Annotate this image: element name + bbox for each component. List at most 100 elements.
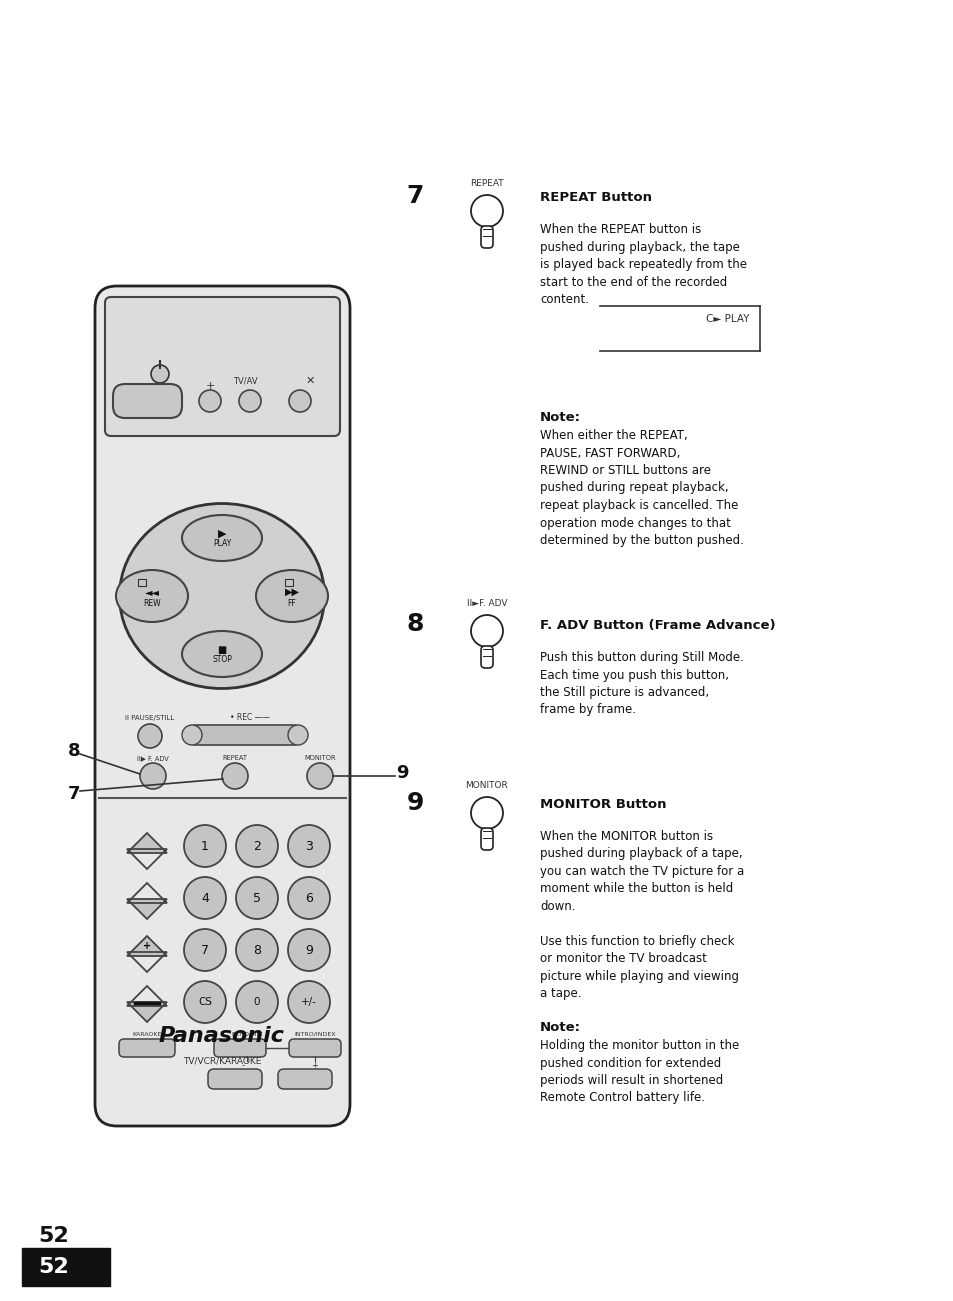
Circle shape [239,390,261,412]
Text: F. ADV Button (Frame Advance): F. ADV Button (Frame Advance) [539,619,775,632]
Circle shape [288,981,330,1023]
FancyBboxPatch shape [277,1069,332,1089]
Text: REPEAT: REPEAT [470,178,503,187]
Text: 9: 9 [395,764,408,782]
Polygon shape [127,833,167,853]
Circle shape [184,825,226,866]
Text: • REC ——: • REC —— [230,713,270,722]
Text: 9: 9 [406,791,423,814]
FancyBboxPatch shape [480,827,493,850]
Text: 5: 5 [253,891,261,904]
Bar [138,579,146,585]
Text: +/-: +/- [301,997,316,1007]
Text: Note:: Note: [539,411,580,424]
Text: ECHO/MIC: ECHO/MIC [231,1032,263,1037]
Text: 8: 8 [68,742,80,760]
FancyBboxPatch shape [189,725,301,745]
Text: 1: 1 [201,839,209,852]
Text: 0: 0 [253,997,260,1007]
Text: 8: 8 [253,943,261,956]
FancyBboxPatch shape [112,384,182,418]
Circle shape [471,798,502,829]
Text: STOP: STOP [212,656,232,665]
Circle shape [288,929,330,971]
Text: When the REPEAT button is
pushed during playback, the tape
is played back repeat: When the REPEAT button is pushed during … [539,222,746,306]
Text: KARAOKE: KARAOKE [132,1032,161,1037]
Text: REPEAT: REPEAT [222,755,247,761]
Text: II PAUSE/STILL: II PAUSE/STILL [125,716,174,721]
Text: REW: REW [143,600,161,609]
Text: PLAY: PLAY [213,540,231,549]
Text: ■: ■ [217,645,227,654]
FancyBboxPatch shape [213,1039,266,1056]
Text: 3: 3 [305,839,313,852]
Text: When the MONITOR button is
pushed during playback of a tape,
you can watch the T: When the MONITOR button is pushed during… [539,830,743,1000]
Text: MONITOR: MONITOR [465,781,508,790]
FancyBboxPatch shape [119,1039,174,1056]
Text: 6: 6 [305,891,313,904]
Text: Holding the monitor button in the
pushed condition for extended
periods will res: Holding the monitor button in the pushed… [539,1039,739,1105]
Text: When either the REPEAT,
PAUSE, FAST FORWARD,
REWIND or STILL buttons are
pushed : When either the REPEAT, PAUSE, FAST FORW… [539,429,743,546]
Circle shape [288,877,330,919]
Text: -: - [241,1062,244,1071]
Text: 7: 7 [201,943,209,956]
FancyBboxPatch shape [208,1069,262,1089]
Ellipse shape [116,570,188,622]
Text: 52: 52 [38,1257,69,1278]
Text: MONITOR Button: MONITOR Button [539,798,666,811]
Text: 52: 52 [38,1226,69,1246]
FancyBboxPatch shape [480,226,493,248]
Text: +: + [205,381,214,392]
Ellipse shape [119,503,324,688]
Circle shape [199,390,221,412]
Circle shape [289,390,311,412]
Circle shape [288,725,308,745]
Circle shape [184,877,226,919]
Text: Note:: Note: [539,1021,580,1034]
Text: +: + [312,1062,318,1071]
Text: ◄◄: ◄◄ [144,587,159,597]
Text: +: + [143,941,151,951]
Bar [285,579,293,585]
Circle shape [140,762,166,788]
Text: ✕: ✕ [305,376,314,386]
Text: 7: 7 [406,183,423,208]
Text: C► PLAY: C► PLAY [706,314,749,324]
Text: ▶▶: ▶▶ [284,587,299,597]
Text: 2: 2 [253,839,261,852]
Text: INTRO/INDEX: INTRO/INDEX [294,1032,335,1037]
Text: MONITOR: MONITOR [304,755,335,761]
Circle shape [184,929,226,971]
Circle shape [471,195,502,226]
Text: 4: 4 [201,891,209,904]
Polygon shape [127,1002,167,1023]
Text: TV/VCR/KARAOKE: TV/VCR/KARAOKE [183,1056,261,1066]
Text: FF: FF [287,600,296,609]
Text: CS: CS [198,997,212,1007]
Text: REPEAT Button: REPEAT Button [539,191,651,204]
Bar [22,1248,110,1285]
Circle shape [235,877,277,919]
Circle shape [235,825,277,866]
Polygon shape [127,899,167,919]
FancyBboxPatch shape [105,297,339,436]
Polygon shape [127,935,167,956]
Circle shape [222,762,248,788]
Text: 8: 8 [406,611,423,636]
Circle shape [138,723,162,748]
Text: II►F. ADV: II►F. ADV [466,598,507,608]
Circle shape [182,725,202,745]
Circle shape [151,366,169,382]
Text: TV/AV: TV/AV [233,376,257,385]
Text: Panasonic: Panasonic [159,1026,285,1046]
Circle shape [235,981,277,1023]
Text: II▶ F. ADV: II▶ F. ADV [137,755,169,761]
FancyBboxPatch shape [95,286,350,1125]
FancyBboxPatch shape [289,1039,340,1056]
FancyBboxPatch shape [480,647,493,667]
Circle shape [307,762,333,788]
Ellipse shape [182,631,262,677]
Text: Push this button during Still Mode.
Each time you push this button,
the Still pi: Push this button during Still Mode. Each… [539,650,743,717]
Text: 9: 9 [305,943,313,956]
Ellipse shape [182,515,262,561]
